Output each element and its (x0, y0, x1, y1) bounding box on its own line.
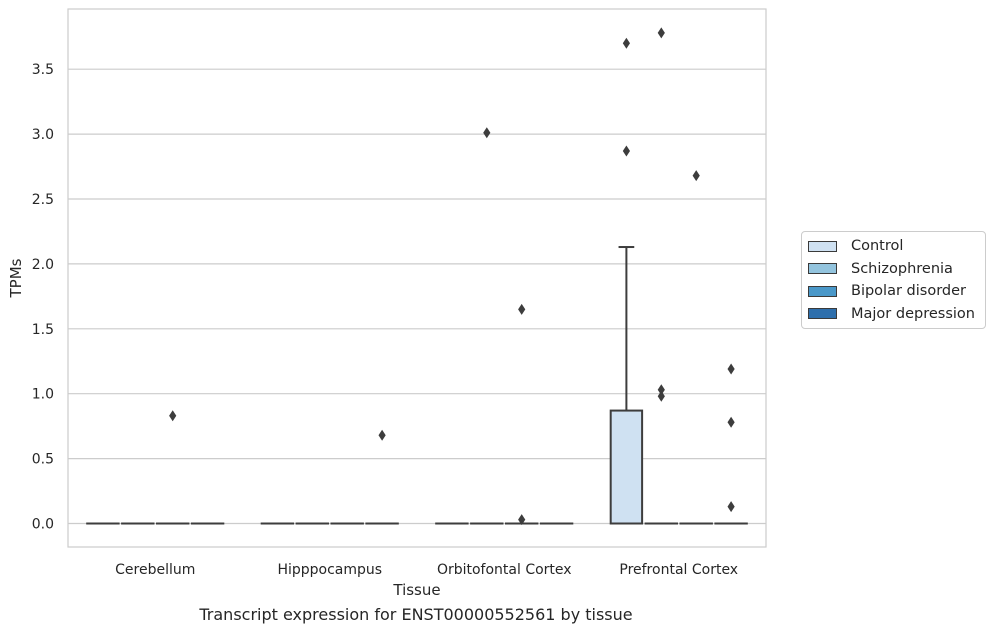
box (365, 429, 399, 525)
outlier-point (657, 390, 665, 402)
chart-caption: Transcript expression for ENST0000055256… (199, 605, 633, 624)
legend-label: Bipolar disorder (851, 283, 966, 300)
box (470, 127, 504, 525)
outlier-point (657, 27, 665, 39)
outlier-point (692, 170, 700, 182)
y-tick-label: 2.0 (32, 257, 54, 273)
y-axis-label: TPMs (7, 258, 25, 298)
x-tick-labels: Cerebellum Hipppocampus Orbitofontal Corte… (115, 562, 738, 578)
outlier-point (727, 363, 735, 375)
box (714, 363, 748, 525)
y-tick-label: 3.5 (32, 62, 54, 78)
legend: Control Schizophrenia Bipolar disorder Majo… (801, 231, 986, 329)
outlier-point (169, 410, 177, 422)
legend-item: Bipolar disorder (802, 280, 985, 303)
x-tick-label: Prefrontal Cortex (619, 562, 738, 578)
legend-swatch (808, 240, 837, 252)
outlier-point (378, 429, 386, 441)
outlier-point (622, 145, 630, 157)
boxes-layer (86, 27, 748, 526)
box (679, 170, 713, 525)
legend-item: Schizophrenia (802, 258, 985, 281)
legend-item: Major depression (802, 303, 985, 326)
box (644, 27, 679, 525)
box (609, 37, 644, 525)
x-tick-label: Hipppocampus (277, 562, 382, 578)
box-body (609, 409, 644, 525)
outlier-point (657, 384, 665, 396)
y-tick-labels: 0.0 0.5 1.0 1.5 2.0 2.5 3.0 3.5 (32, 62, 54, 532)
x-tick-label: Orbitofontal Cortex (437, 562, 572, 578)
outlier-point (727, 501, 735, 513)
outlier-point (727, 416, 735, 428)
legend-swatch (808, 263, 837, 275)
y-tick-label: 1.0 (32, 387, 54, 403)
legend-label: Major depression (851, 305, 975, 322)
outlier-point (518, 303, 526, 315)
y-tick-label: 0.5 (32, 452, 54, 468)
x-axis-label: Tissue (392, 581, 440, 599)
x-tick-label: Cerebellum (115, 562, 195, 578)
legend-item: Control (802, 235, 985, 258)
box (155, 410, 190, 525)
legend-swatch (808, 308, 837, 320)
y-tick-label: 2.5 (32, 192, 54, 208)
y-tick-label: 1.5 (32, 322, 54, 338)
y-tick-label: 3.0 (32, 127, 54, 143)
plot-frame (67, 8, 767, 548)
gridlines (68, 68, 766, 525)
legend-swatch (808, 285, 837, 297)
outlier-point (483, 127, 491, 139)
outlier-point (622, 37, 630, 49)
box (504, 303, 539, 526)
y-tick-label: 0.0 (32, 517, 54, 533)
outlier-point (518, 514, 526, 526)
legend-label: Control (851, 238, 904, 255)
legend-label: Schizophrenia (851, 260, 953, 277)
